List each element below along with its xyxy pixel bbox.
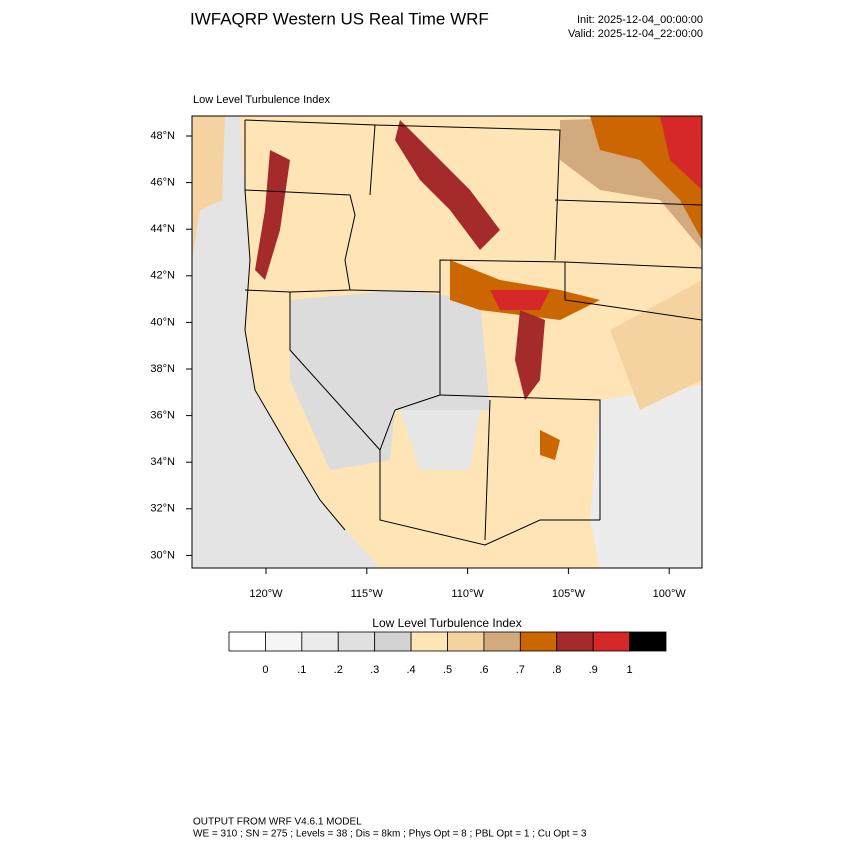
state-line <box>554 199 702 206</box>
lat-label: 46°N <box>150 177 175 189</box>
colorbar-title: Low Level Turbulence Index <box>372 616 521 630</box>
state-line <box>379 450 600 546</box>
state-line <box>374 124 561 261</box>
lat-label: 38°N <box>150 363 175 375</box>
state-line <box>564 261 702 269</box>
map <box>191 115 703 569</box>
region <box>540 430 560 460</box>
region <box>395 120 500 250</box>
colorbar-box <box>483 631 521 652</box>
state-line <box>349 289 441 411</box>
lat-label: 36°N <box>150 410 175 422</box>
init-time: Init: 2025-12-04_00:00:00 <box>577 14 703 26</box>
lat-label: 42°N <box>150 270 175 282</box>
lat-label: 32°N <box>150 503 175 515</box>
lon-label: 120°W <box>249 588 283 600</box>
footer-line: WE = 310 ; SN = 275 ; Levels = 38 ; Dis … <box>193 829 587 840</box>
colorbar-box <box>265 631 303 652</box>
state-line <box>484 399 491 541</box>
colorbar-box <box>410 631 448 652</box>
region <box>590 385 702 568</box>
state-line <box>599 304 702 321</box>
colorbar-label: .3 <box>370 664 379 676</box>
state-line <box>289 292 396 451</box>
region <box>255 150 290 280</box>
region <box>515 310 545 400</box>
lat-label: 44°N <box>150 223 175 235</box>
lon-label: 105°W <box>552 588 586 600</box>
colorbar-box <box>447 631 485 652</box>
colorbar-label: 1 <box>627 664 633 676</box>
colorbar-label: .9 <box>589 664 598 676</box>
region <box>610 280 702 410</box>
lon-label: 110°W <box>451 588 484 600</box>
colorbar-box <box>337 631 376 652</box>
region <box>400 410 480 470</box>
lat-label: 34°N <box>150 456 175 468</box>
ocean <box>192 116 380 568</box>
title: IWFAQRP Western US Real Time WRF <box>190 9 489 28</box>
lat-label: 30°N <box>150 549 175 561</box>
lon-label: 100°W <box>653 588 687 600</box>
colorbar-box <box>374 631 412 652</box>
colorbar-box <box>301 631 339 652</box>
colorbar-label: .6 <box>479 664 488 676</box>
region <box>490 290 550 310</box>
valid-time: Valid: 2025-12-04_22:00:00 <box>568 28 703 40</box>
lat-label: 40°N <box>150 316 175 328</box>
colorbar-box <box>556 631 594 652</box>
map-frame <box>191 115 703 569</box>
colorbar-label: .8 <box>552 664 561 676</box>
colorbar-label: .2 <box>334 664 343 676</box>
colorbar-label: .5 <box>443 664 452 676</box>
colorbar-box <box>629 631 667 652</box>
region <box>192 116 225 260</box>
region <box>660 116 702 190</box>
coastline <box>244 120 346 531</box>
lon-label: 115°W <box>351 588 384 600</box>
colorbar-label: 0 <box>262 664 268 676</box>
lat-label: 48°N <box>150 130 175 142</box>
map-title: Low Level Turbulence Index <box>193 94 330 106</box>
footer-line: OUTPUT FROM WRF V4.6.1 MODEL <box>193 817 362 828</box>
colorbar-label: .7 <box>516 664 525 676</box>
colorbar-box <box>519 631 558 652</box>
colorbar-label: .1 <box>297 664 306 676</box>
colorbar-box <box>592 631 630 652</box>
colorbar-box <box>228 631 266 652</box>
state-line <box>439 394 601 520</box>
colorbar-label: .4 <box>406 664 415 676</box>
